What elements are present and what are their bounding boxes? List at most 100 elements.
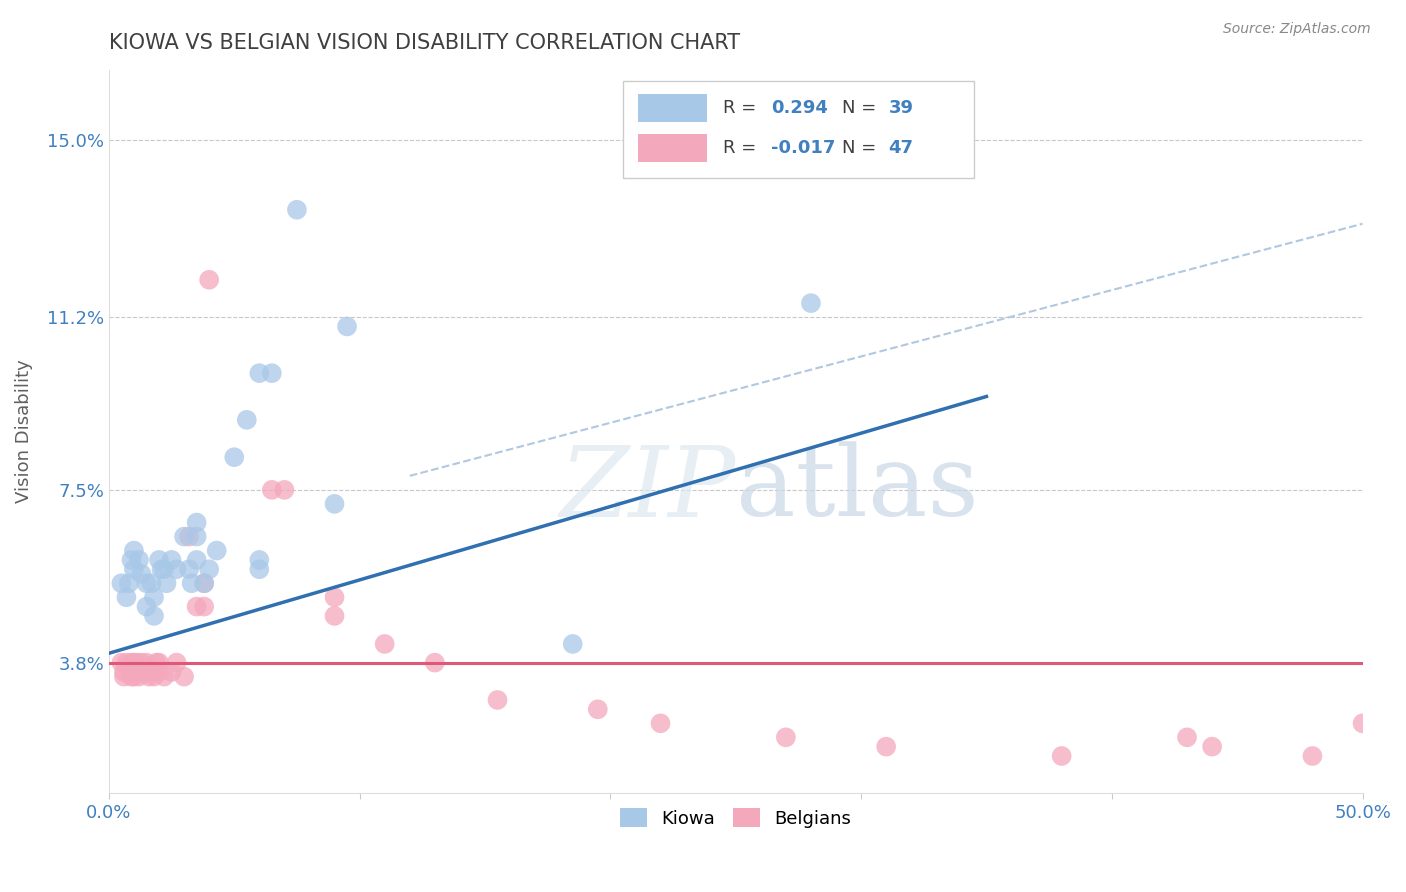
Point [118, 665, 141, 679]
Point [198, 562, 221, 576]
Point [336, 319, 359, 334]
Point [260, 366, 283, 380]
Text: KIOWA VS BELGIAN VISION DISABILITY CORRELATION CHART: KIOWA VS BELGIAN VISION DISABILITY CORRE… [108, 33, 740, 53]
Text: N =: N = [842, 139, 883, 157]
Text: atlas: atlas [735, 442, 979, 537]
Point [120, 553, 142, 567]
Point [135, 599, 157, 614]
Point [160, 553, 183, 567]
Text: -0.017: -0.017 [770, 139, 835, 157]
Point [374, 637, 396, 651]
Point [138, 670, 160, 684]
Point [1175, 731, 1198, 745]
Point [122, 562, 145, 576]
Point [166, 562, 188, 576]
Point [650, 716, 672, 731]
Point [179, 562, 201, 576]
Point [131, 566, 153, 581]
Legend: Kiowa, Belgians: Kiowa, Belgians [613, 801, 859, 835]
Text: Source: ZipAtlas.com: Source: ZipAtlas.com [1223, 22, 1371, 37]
Point [122, 665, 145, 679]
Y-axis label: Vision Disability: Vision Disability [15, 359, 32, 503]
Point [193, 576, 215, 591]
Point [186, 553, 208, 567]
Point [153, 562, 176, 576]
Point [135, 656, 157, 670]
Point [1201, 739, 1223, 754]
Point [122, 543, 145, 558]
Point [193, 576, 215, 591]
Point [166, 656, 188, 670]
Point [775, 731, 797, 745]
Point [128, 670, 150, 684]
Point [198, 273, 221, 287]
FancyBboxPatch shape [638, 95, 707, 122]
Point [145, 656, 167, 670]
Point [323, 497, 346, 511]
Point [155, 576, 177, 591]
Point [115, 656, 138, 670]
Point [132, 665, 155, 679]
Point [1351, 716, 1374, 731]
Point [120, 670, 142, 684]
Point [285, 202, 308, 217]
Point [143, 609, 166, 624]
Point [125, 656, 148, 670]
Point [323, 591, 346, 605]
Point [122, 656, 145, 670]
Point [186, 530, 208, 544]
Point [143, 591, 166, 605]
Point [323, 609, 346, 624]
Point [1301, 749, 1323, 764]
Point [205, 543, 228, 558]
Point [260, 483, 283, 497]
Point [122, 670, 145, 684]
Point [561, 637, 583, 651]
Text: R =: R = [723, 139, 762, 157]
Point [148, 665, 170, 679]
Point [110, 656, 132, 670]
Point [128, 553, 150, 567]
Point [143, 670, 166, 684]
Text: R =: R = [723, 99, 762, 117]
Point [236, 413, 259, 427]
Text: 39: 39 [889, 99, 914, 117]
Point [173, 530, 195, 544]
Point [186, 516, 208, 530]
Point [125, 665, 148, 679]
Point [173, 670, 195, 684]
Point [247, 366, 270, 380]
Point [273, 483, 295, 497]
Point [110, 576, 132, 591]
FancyBboxPatch shape [638, 134, 707, 161]
Point [131, 656, 153, 670]
Point [180, 576, 202, 591]
Point [586, 702, 609, 716]
Point [423, 656, 446, 670]
Point [118, 576, 141, 591]
Point [135, 576, 157, 591]
Point [150, 562, 173, 576]
Point [875, 739, 897, 754]
Point [160, 665, 183, 679]
Point [148, 656, 170, 670]
Point [486, 693, 509, 707]
Point [1050, 749, 1073, 764]
Point [179, 530, 201, 544]
Text: 47: 47 [889, 139, 914, 157]
Point [193, 599, 215, 614]
Point [115, 591, 138, 605]
Point [800, 296, 823, 310]
Point [247, 553, 270, 567]
Text: N =: N = [842, 99, 883, 117]
Text: 0.294: 0.294 [770, 99, 828, 117]
FancyBboxPatch shape [623, 80, 974, 178]
Point [186, 599, 208, 614]
Point [141, 576, 163, 591]
Point [148, 553, 170, 567]
Point [112, 665, 135, 679]
Text: ZIP: ZIP [560, 442, 735, 537]
Point [224, 450, 246, 465]
Point [120, 656, 142, 670]
Point [247, 562, 270, 576]
